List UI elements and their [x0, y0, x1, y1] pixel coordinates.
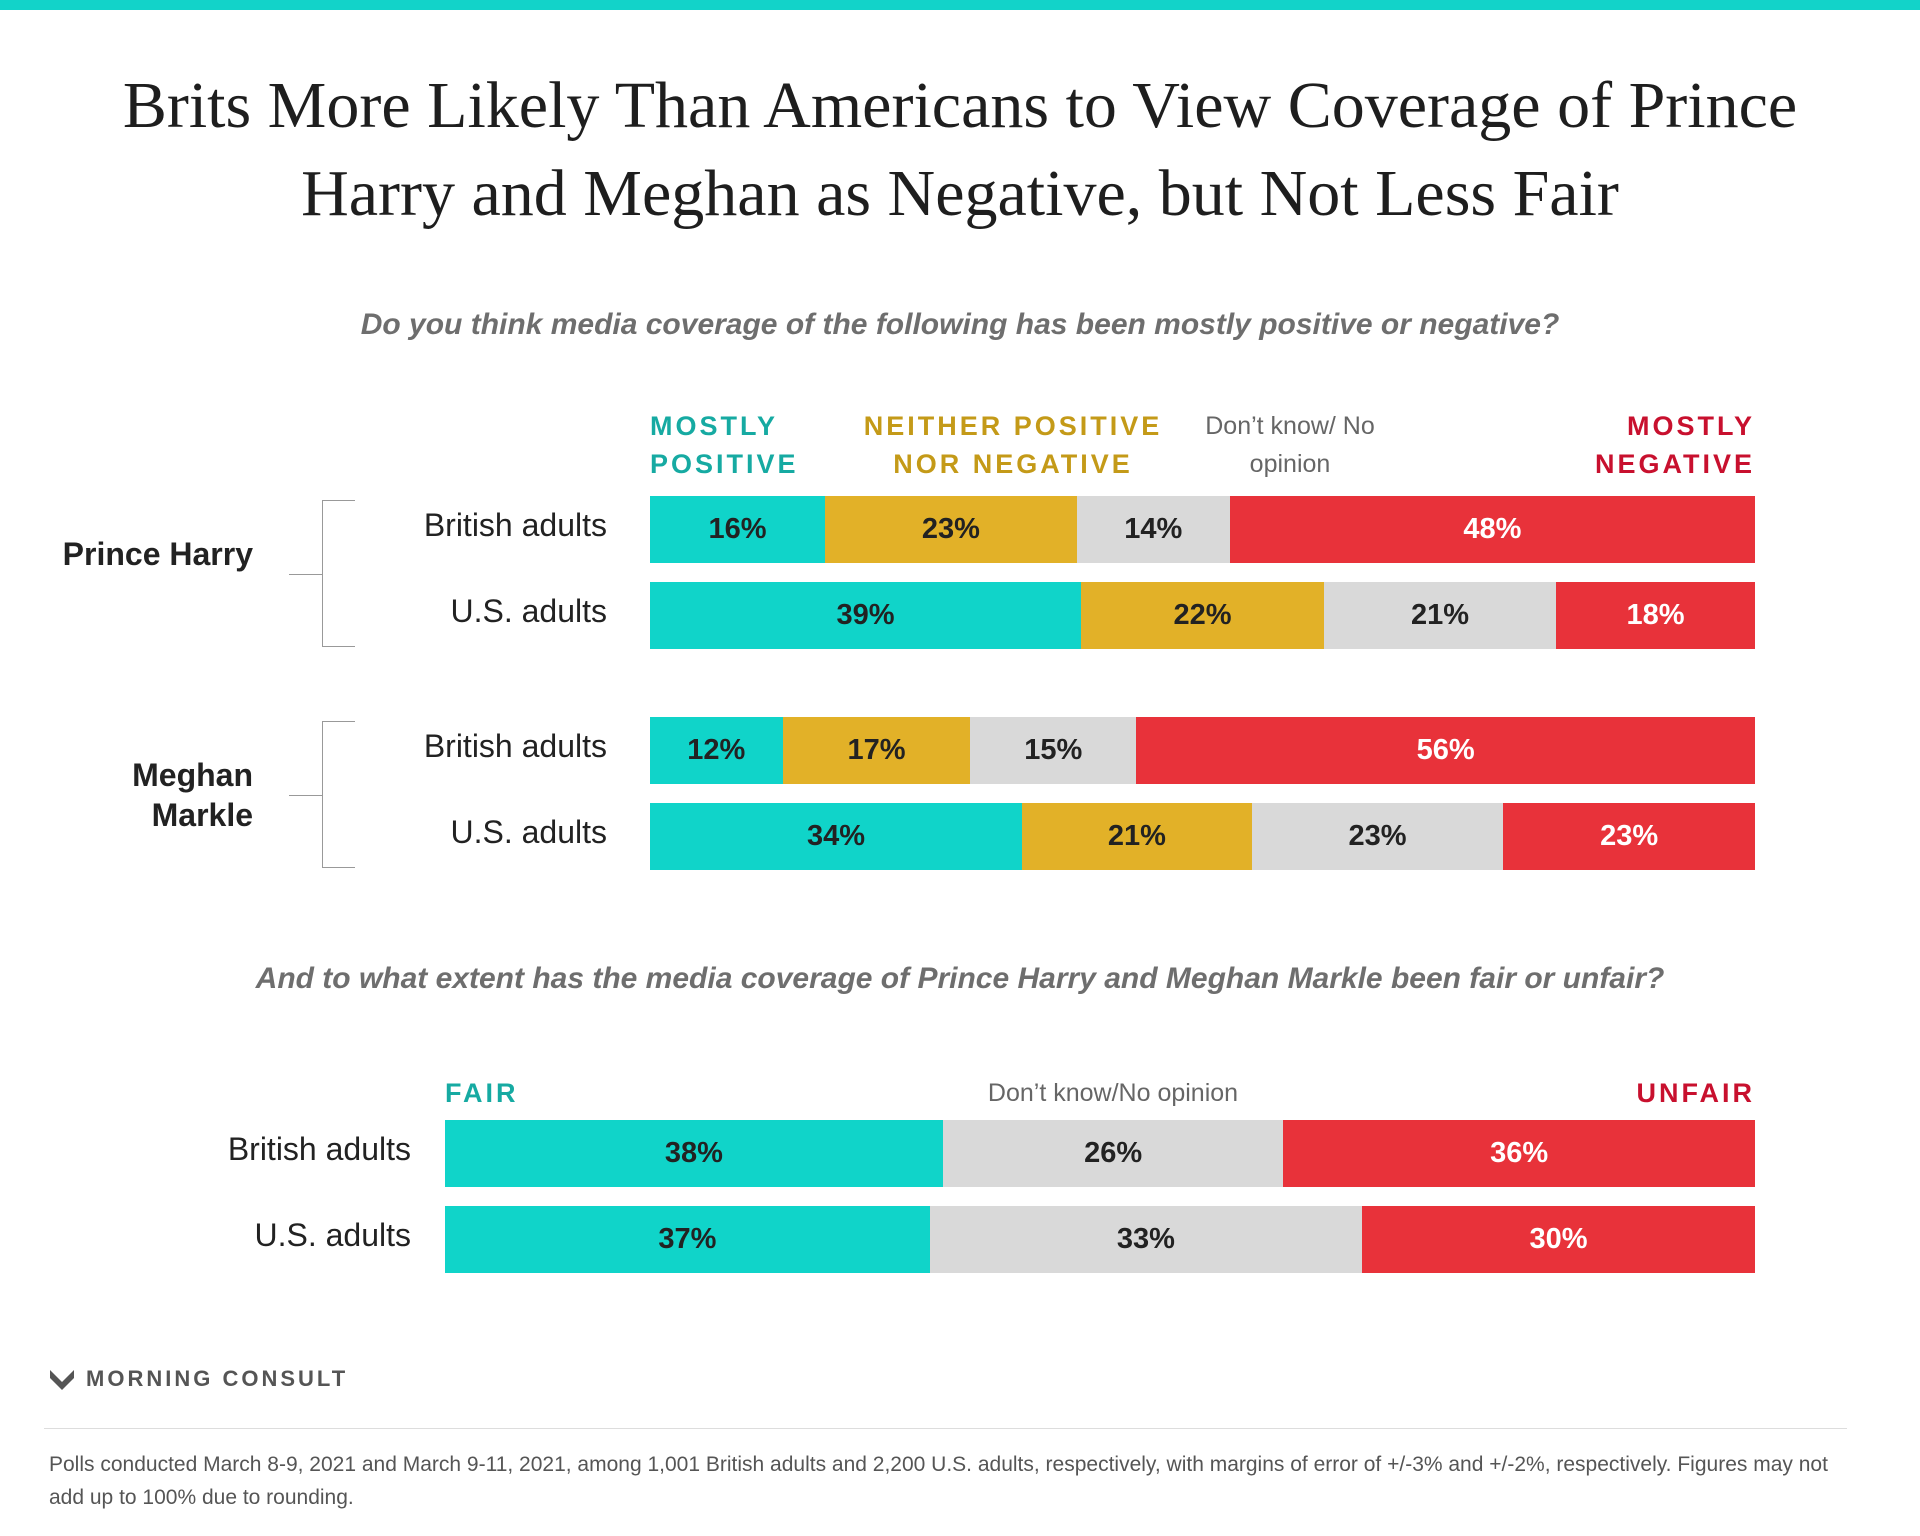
- group-label: Prince Harry: [62, 535, 253, 572]
- value-label: 56%: [1416, 734, 1475, 766]
- value-label: 30%: [1529, 1223, 1588, 1255]
- legend-entry: NEITHER POSITIVE NOR NEGATIVE: [863, 411, 1163, 479]
- value-label: 33%: [1116, 1223, 1175, 1255]
- question: Do you think media coverage of the follo…: [360, 308, 1560, 341]
- legend-entry: Don’t know/No opinion: [987, 1079, 1239, 1107]
- bar-segment: 39%: [650, 582, 1081, 649]
- bar-segment: 18%: [1556, 582, 1755, 649]
- value-label: 21%: [1107, 820, 1166, 852]
- value-label: 37%: [658, 1223, 717, 1255]
- value-label: 21%: [1411, 599, 1470, 631]
- chart-title: Brits More Likely Than Americans to View…: [122, 69, 1798, 230]
- legend-entry: Don’t know/ No opinion: [1205, 412, 1375, 478]
- bracket-stub: [289, 794, 322, 796]
- bar-segment: 23%: [1251, 803, 1504, 870]
- bar-segment: 12%: [650, 717, 783, 784]
- legend-entry: FAIR: [445, 1078, 519, 1108]
- group-label: Meghan Markle: [132, 756, 253, 833]
- top-bar: [0, 0, 1920, 10]
- bracket: [322, 721, 355, 868]
- value-label: 12%: [687, 734, 746, 766]
- bar-segment: 22%: [1080, 582, 1325, 649]
- bar-segment: 36%: [1283, 1120, 1755, 1187]
- bar-segment: 17%: [782, 717, 971, 784]
- bar-segment: 34%: [650, 803, 1022, 870]
- bracket-stub: [289, 573, 322, 575]
- bar-segment: 21%: [1324, 582, 1557, 649]
- row-label: U.S. adults: [450, 593, 607, 629]
- value-label: 38%: [664, 1137, 723, 1169]
- legend-entry: UNFAIR: [1636, 1078, 1755, 1108]
- footnote: Polls conducted March 8-9, 2021 and Marc…: [49, 1453, 1828, 1509]
- footer-rule: [44, 1428, 1847, 1429]
- question: And to what extent has the media coverag…: [255, 962, 1665, 995]
- value-label: 14%: [1124, 513, 1183, 545]
- value-label: 23%: [921, 513, 980, 545]
- bar-segment: 23%: [825, 496, 1077, 563]
- bar-segment: 48%: [1229, 496, 1755, 563]
- bar-segment: 23%: [1503, 803, 1755, 870]
- brand-name: MORNING CONSULT: [86, 1366, 349, 1391]
- row-label: British adults: [423, 507, 607, 543]
- value-label: 22%: [1173, 599, 1232, 631]
- value-label: 15%: [1024, 734, 1083, 766]
- bar-segment: 21%: [1021, 803, 1252, 870]
- bracket: [322, 500, 355, 647]
- legend-entry: MOSTLY NEGATIVE: [1594, 411, 1755, 479]
- row-label: British adults: [227, 1131, 411, 1167]
- value-label: 23%: [1600, 820, 1659, 852]
- value-label: 16%: [708, 513, 767, 545]
- value-label: 26%: [1084, 1137, 1143, 1169]
- bar-segment: 37%: [445, 1206, 930, 1273]
- brand-logo: [50, 1370, 74, 1390]
- value-label: 23%: [1348, 820, 1407, 852]
- bar-segment: 16%: [650, 496, 826, 563]
- value-label: 36%: [1490, 1137, 1549, 1169]
- bar-segment: 56%: [1136, 717, 1755, 784]
- value-label: 34%: [806, 820, 865, 852]
- value-label: 17%: [847, 734, 906, 766]
- row-label: U.S. adults: [254, 1217, 411, 1253]
- legend-entry: MOSTLY POSITIVE: [650, 411, 799, 479]
- bar-segment: 33%: [929, 1206, 1362, 1273]
- bar-segment: 26%: [942, 1120, 1284, 1187]
- value-label: 18%: [1626, 599, 1685, 631]
- bar-segment: 14%: [1076, 496, 1230, 563]
- bar-segment: 38%: [445, 1120, 943, 1187]
- bar-segment: 30%: [1362, 1206, 1755, 1273]
- row-label: British adults: [423, 728, 607, 764]
- row-label: U.S. adults: [450, 814, 607, 850]
- value-label: 39%: [836, 599, 895, 631]
- bar-segment: 15%: [970, 717, 1137, 784]
- value-label: 48%: [1463, 513, 1522, 545]
